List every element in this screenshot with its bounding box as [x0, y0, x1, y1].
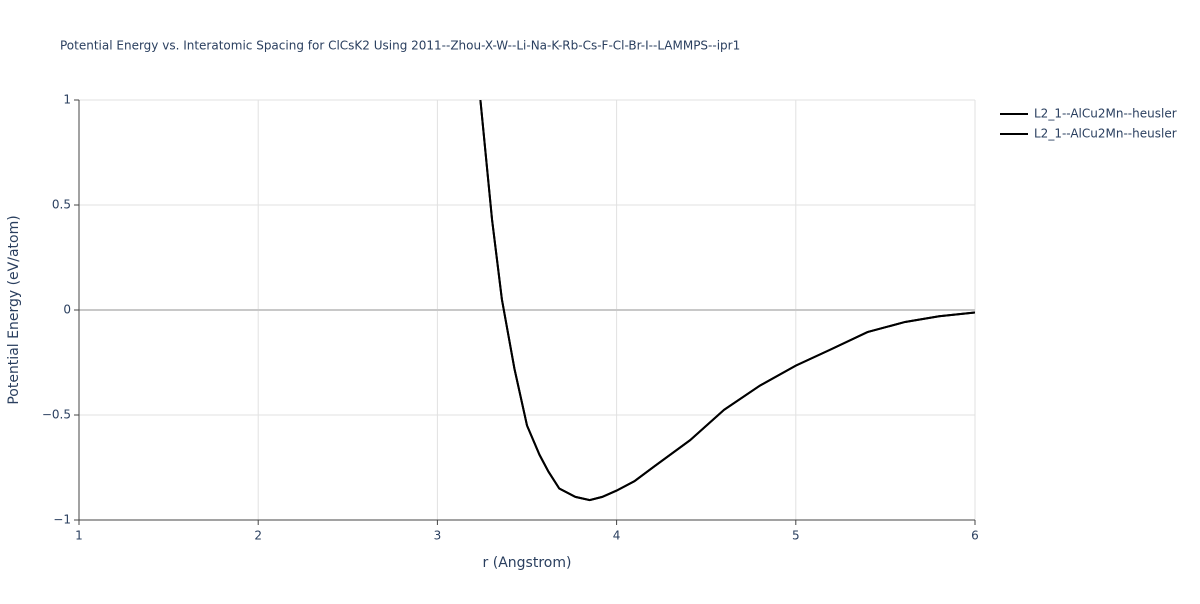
series-line [479, 100, 975, 502]
legend-label: L2_1--AlCu2Mn--heusler [1034, 127, 1177, 141]
y-tick-label: 0 [63, 303, 71, 317]
legend-label: L2_1--AlCu2Mn--heusler [1034, 107, 1177, 121]
plot-area: 1 2 3 4 5 6 −1 −0.5 0 0.5 1 L2_1--AlCu2Mn--heusler L… [42, 93, 1177, 543]
y-tick-label: 0.5 [52, 198, 71, 212]
series-line [479, 100, 975, 502]
y-axis-title: Potential Energy (eV/atom) [6, 215, 22, 404]
x-tick-label: 4 [613, 529, 621, 543]
y-tick-label: −0.5 [42, 408, 71, 422]
x-axis-title: r (Angstrom) [483, 555, 572, 571]
x-tick-label: 1 [75, 529, 83, 543]
x-tick-label: 2 [254, 529, 262, 543]
chart-title: Potential Energy vs. Interatomic Spacing… [60, 39, 740, 53]
x-tick-label: 5 [792, 529, 800, 543]
y-tick-label: −1 [53, 513, 71, 527]
x-tick-label: 6 [971, 529, 979, 543]
y-tick-label: 1 [63, 93, 71, 107]
x-tick-label: 3 [434, 529, 442, 543]
